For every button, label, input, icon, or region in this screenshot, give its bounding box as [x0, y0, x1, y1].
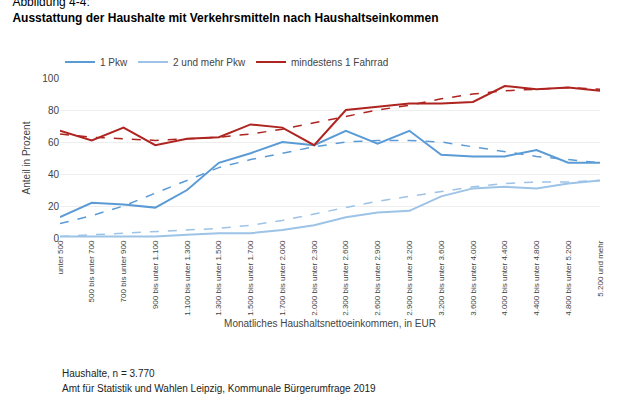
- svg-text:2.600 bis unter 2.900: 2.600 bis unter 2.900: [373, 240, 382, 316]
- svg-text:Anteil in Prozent: Anteil in Prozent: [21, 121, 32, 194]
- svg-text:2.300 bis unter 2.600: 2.300 bis unter 2.600: [341, 240, 350, 316]
- svg-text:1.700 bis unter 2.000: 1.700 bis unter 2.000: [278, 240, 287, 316]
- svg-text:20: 20: [48, 201, 60, 212]
- svg-text:mindestens 1 Fahrrad: mindestens 1 Fahrrad: [291, 57, 388, 68]
- svg-text:Abbildung 4-4:Ausstattung der: Abbildung 4-4:Ausstattung der Haushalte …: [12, 0, 438, 25]
- svg-text:Monatliches Haushaltsnettoeink: Monatliches Haushaltsnettoeinkommen, in …: [224, 318, 436, 329]
- svg-text:Haushalte, n = 3.770: Haushalte, n = 3.770: [62, 368, 155, 379]
- svg-text:1 Pkw: 1 Pkw: [100, 57, 128, 68]
- svg-text:40: 40: [48, 169, 60, 180]
- svg-text:3.600 bis unter 4.000: 3.600 bis unter 4.000: [469, 240, 478, 316]
- svg-text:5.200 und mehr: 5.200 und mehr: [596, 240, 605, 296]
- svg-text:0: 0: [53, 233, 59, 244]
- svg-text:80: 80: [48, 105, 60, 116]
- svg-text:2.900 bis unter 3.200: 2.900 bis unter 3.200: [405, 240, 414, 316]
- svg-text:unter 500: unter 500: [56, 240, 65, 274]
- svg-text:60: 60: [48, 137, 60, 148]
- svg-text:2.000 bis unter 2.300: 2.000 bis unter 2.300: [310, 240, 319, 316]
- svg-text:500 bis unter 700: 500 bis unter 700: [87, 240, 96, 302]
- svg-text:2 und mehr Pkw: 2 und mehr Pkw: [173, 57, 246, 68]
- svg-text:100: 100: [42, 73, 59, 84]
- svg-text:900 bis unter 1.100: 900 bis unter 1.100: [151, 240, 160, 309]
- svg-text:1.500 bis unter 1.700: 1.500 bis unter 1.700: [246, 240, 255, 316]
- svg-text:4.400 bis unter 4.800: 4.400 bis unter 4.800: [532, 240, 541, 316]
- svg-text:3.200 bis unter 3.600: 3.200 bis unter 3.600: [437, 240, 446, 316]
- svg-text:4.000 bis unter 4.400: 4.000 bis unter 4.400: [500, 240, 509, 316]
- svg-text:4.800 bis unter 5.200: 4.800 bis unter 5.200: [564, 240, 573, 316]
- svg-text:700 bis unter 900: 700 bis unter 900: [119, 240, 128, 302]
- svg-text:Amt für Statistik und Wahlen L: Amt für Statistik und Wahlen Leipzig, Ko…: [62, 383, 376, 394]
- svg-text:1.300 bis unter 1.500: 1.300 bis unter 1.500: [214, 240, 223, 316]
- svg-text:1.100 bis unter 1.300: 1.100 bis unter 1.300: [183, 240, 192, 316]
